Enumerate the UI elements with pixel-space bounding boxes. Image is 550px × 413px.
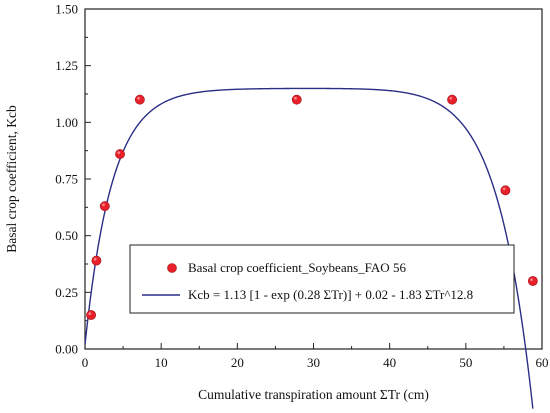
legend-label-points: Basal crop coefficient_Soybeans_FAO 56 <box>188 260 406 275</box>
x-axis-title-text: Cumulative transpiration amount ΣTr (cm) <box>198 387 429 402</box>
x-tick-label: 10 <box>155 355 168 370</box>
x-axis-title: Cumulative transpiration amount ΣTr (cm) <box>198 387 429 402</box>
legend-box <box>129 244 515 314</box>
data-point <box>99 201 110 212</box>
legend-label-line-text: Kcb = 1.13 [1 - exp (0.28 ΣTr)] + 0.02 -… <box>188 287 473 302</box>
data-point-highlight <box>88 312 92 315</box>
data-point <box>115 149 125 159</box>
tick-labels: 0 10 20 30 40 50 60 0.00 0.25 0.50 0.75 1.00 1.25 1.5… <box>55 2 548 371</box>
data-point-highlight <box>117 151 121 155</box>
legend-label-line: Kcb = 1.13 [1 - exp (0.28 ΣTr)] + 0.02 -… <box>188 287 473 302</box>
data-point <box>291 94 302 105</box>
data-point-highlight <box>530 278 533 281</box>
y-tick-label: 1.00 <box>55 115 78 130</box>
y-tick-label: 0.00 <box>55 342 78 357</box>
x-tick-label: 50 <box>459 355 472 370</box>
data-point-highlight <box>502 187 506 191</box>
legend-marker-point <box>167 263 177 273</box>
data-point <box>134 94 145 105</box>
x-tick-label: 60 <box>536 355 549 370</box>
x-tick-label: 30 <box>307 355 320 370</box>
y-tick-label: 0.25 <box>55 285 78 300</box>
y-axis-title-text: Basal crop coefficient, Kcb <box>4 105 19 253</box>
y-tick-label: 1.50 <box>55 2 78 17</box>
y-tick-label: 0.75 <box>55 172 78 187</box>
y-tick-label: 0.50 <box>55 228 78 243</box>
data-point-highlight <box>102 203 105 207</box>
data-point <box>447 94 458 105</box>
data-point-highlight <box>93 257 97 261</box>
x-tick-label: 0 <box>82 355 89 370</box>
y-axis-title: Basal crop coefficient, Kcb <box>4 105 19 253</box>
data-point <box>527 276 538 286</box>
data-point-highlight <box>449 96 453 100</box>
data-point <box>86 310 96 320</box>
legend: Basal crop coefficient_Soybeans_FAO 56 K… <box>129 244 515 314</box>
data-point-highlight <box>294 96 297 100</box>
data-point <box>500 185 511 196</box>
fit-curve <box>84 87 534 409</box>
data-point <box>91 255 102 266</box>
legend-label-points-text: Basal crop coefficient_Soybeans_FAO 56 <box>188 260 406 275</box>
x-tick-label: 40 <box>383 355 396 370</box>
data-points <box>86 94 538 320</box>
y-tick-label: 1.25 <box>55 58 78 73</box>
axis-ticks <box>84 8 543 350</box>
data-point-highlight <box>137 96 140 100</box>
x-tick-label: 20 <box>231 355 244 370</box>
